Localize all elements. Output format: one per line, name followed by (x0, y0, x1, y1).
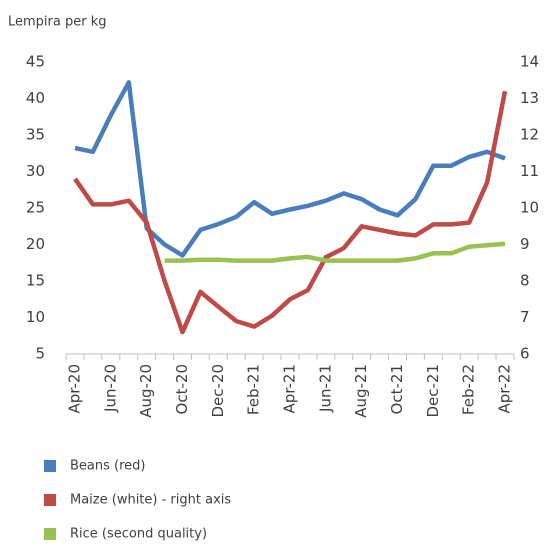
y-tick-label: 20 (26, 235, 45, 253)
x-tick-label: Jun-21 (316, 364, 334, 413)
x-tick-label: Dec-20 (209, 364, 227, 418)
y-axis-label: Lempira per kg (8, 15, 107, 30)
x-tick-label: Apr-22 (496, 364, 514, 414)
series-line (73, 90, 508, 335)
x-tick-label: Apr-20 (66, 364, 84, 414)
x-tick-label: Dec-21 (424, 364, 442, 418)
x-tick-label: Oct-21 (388, 364, 406, 414)
x-tick-label: Aug-20 (137, 364, 155, 418)
y2-tick-label: 7 (520, 308, 530, 326)
y-tick-label: 35 (26, 126, 45, 144)
y2-tick-label: 11 (520, 162, 539, 180)
y-tick-label: 15 (26, 272, 45, 290)
y2-tick-label: 8 (520, 272, 530, 290)
legend-label: Maize (white) - right axis (70, 493, 231, 508)
x-tick-label: Feb-22 (460, 364, 478, 415)
legend-swatch (44, 460, 56, 472)
x-tick-label: Apr-21 (281, 364, 299, 414)
series-line (164, 241, 506, 263)
y-tick-label: 40 (26, 89, 45, 107)
x-tick-label: Oct-20 (173, 364, 191, 414)
y2-tick-label: 14 (520, 53, 539, 71)
y-tick-label: 30 (26, 162, 45, 180)
y-tick-label: 25 (26, 199, 45, 217)
legend-swatch (44, 528, 56, 540)
x-tick-label: Jun-20 (101, 364, 119, 413)
y-tick-label: 5 (35, 345, 45, 363)
legend-swatch (44, 494, 56, 506)
legend-label: Rice (second quality) (70, 527, 207, 542)
y2-tick-label: 6 (520, 345, 530, 363)
y2-tick-label: 12 (520, 126, 539, 144)
x-tick-label: Aug-21 (352, 364, 370, 418)
y2-tick-label: 10 (520, 199, 539, 217)
y-tick-label: 45 (26, 53, 45, 71)
y-tick-label: 10 (26, 308, 45, 326)
y2-tick-label: 9 (520, 235, 530, 253)
x-tick-label: Feb-21 (245, 364, 263, 415)
legend-label: Beans (red) (70, 459, 145, 474)
series-line (74, 80, 506, 258)
y2-tick-label: 13 (520, 89, 539, 107)
